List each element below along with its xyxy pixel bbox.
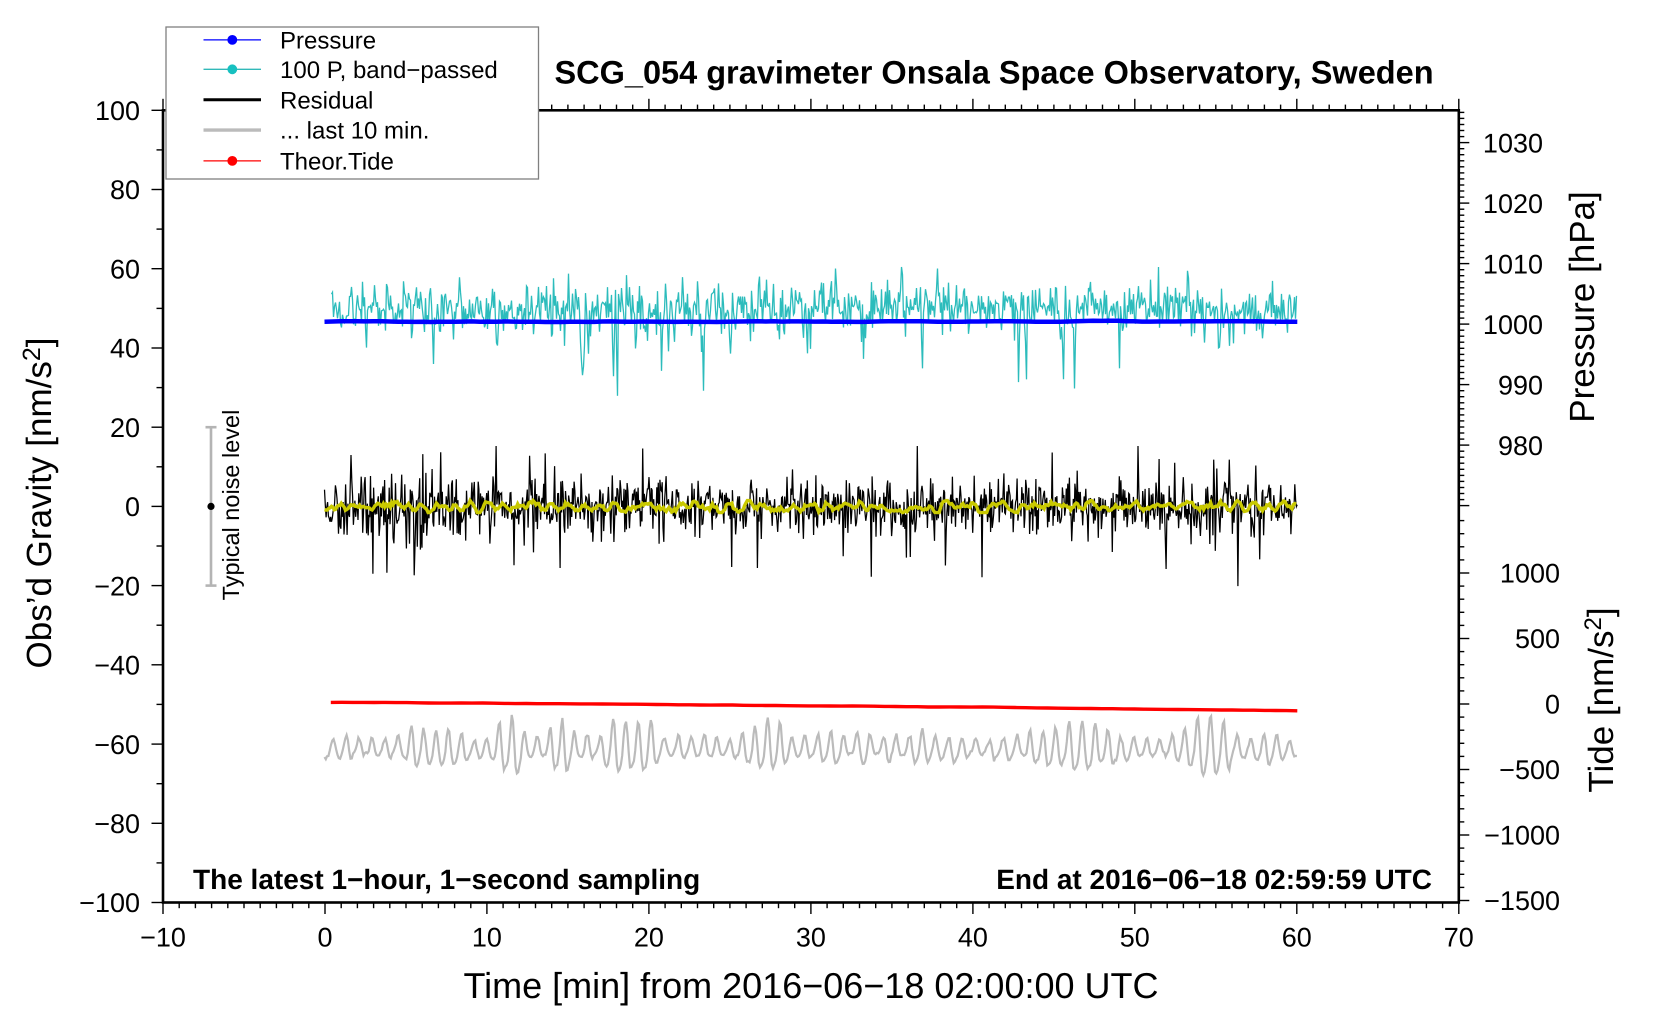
svg-text:1000: 1000 bbox=[1500, 559, 1560, 589]
svg-text:−1000: −1000 bbox=[1484, 821, 1560, 851]
svg-text:−60: −60 bbox=[94, 730, 140, 760]
svg-text:100: 100 bbox=[95, 96, 140, 126]
svg-text:Pressure [hPa]: Pressure [hPa] bbox=[1563, 191, 1602, 423]
svg-text:100 P, band−passed: 100 P, band−passed bbox=[280, 57, 498, 84]
svg-text:10: 10 bbox=[472, 923, 502, 953]
svg-text:Typical noise level: Typical noise level bbox=[218, 410, 244, 601]
svg-text:SCG_054 gravimeter Onsala Spac: SCG_054 gravimeter Onsala Space Observat… bbox=[554, 54, 1433, 90]
svg-text:40: 40 bbox=[110, 334, 140, 364]
svg-text:1000: 1000 bbox=[1483, 310, 1543, 340]
svg-text:1020: 1020 bbox=[1483, 189, 1543, 219]
svg-text:Tide [nm/s2]: Tide [nm/s2] bbox=[1580, 607, 1621, 792]
svg-text:60: 60 bbox=[110, 254, 140, 284]
svg-text:Time [min] from 2016−06−18 02:: Time [min] from 2016−06−18 02:00:00 UTC bbox=[463, 965, 1158, 1006]
svg-text:−20: −20 bbox=[94, 571, 140, 601]
svg-text:990: 990 bbox=[1498, 370, 1543, 400]
svg-text:20: 20 bbox=[634, 923, 664, 953]
svg-text:−40: −40 bbox=[94, 651, 140, 681]
svg-text:0: 0 bbox=[125, 492, 140, 522]
svg-text:1030: 1030 bbox=[1483, 128, 1543, 158]
svg-text:1010: 1010 bbox=[1483, 249, 1543, 279]
svg-text:0: 0 bbox=[317, 923, 332, 953]
svg-text:−80: −80 bbox=[94, 809, 140, 839]
svg-text:−10: −10 bbox=[140, 923, 186, 953]
svg-text:980: 980 bbox=[1498, 431, 1543, 461]
svg-text:Obs’d Gravity [nm/s2]: Obs’d Gravity [nm/s2] bbox=[18, 338, 59, 669]
svg-text:50: 50 bbox=[1120, 923, 1150, 953]
svg-text:Theor.Tide: Theor.Tide bbox=[280, 149, 394, 176]
svg-text:End at 2016−06−18 02:59:59 UTC: End at 2016−06−18 02:59:59 UTC bbox=[996, 864, 1432, 895]
svg-text:500: 500 bbox=[1515, 624, 1560, 654]
svg-text:20: 20 bbox=[110, 413, 140, 443]
svg-text:Pressure: Pressure bbox=[280, 28, 376, 55]
svg-text:... last 10 min.: ... last 10 min. bbox=[280, 118, 429, 145]
svg-text:−500: −500 bbox=[1499, 755, 1560, 785]
svg-text:−1500: −1500 bbox=[1484, 886, 1560, 916]
svg-text:40: 40 bbox=[958, 923, 988, 953]
svg-text:−100: −100 bbox=[79, 888, 140, 918]
svg-text:60: 60 bbox=[1282, 923, 1312, 953]
svg-text:30: 30 bbox=[796, 923, 826, 953]
svg-text:The latest 1−hour, 1−second sa: The latest 1−hour, 1−second sampling bbox=[193, 864, 700, 895]
svg-text:0: 0 bbox=[1545, 690, 1560, 720]
svg-text:80: 80 bbox=[110, 175, 140, 205]
svg-text:70: 70 bbox=[1444, 923, 1474, 953]
svg-text:Residual: Residual bbox=[280, 87, 373, 114]
